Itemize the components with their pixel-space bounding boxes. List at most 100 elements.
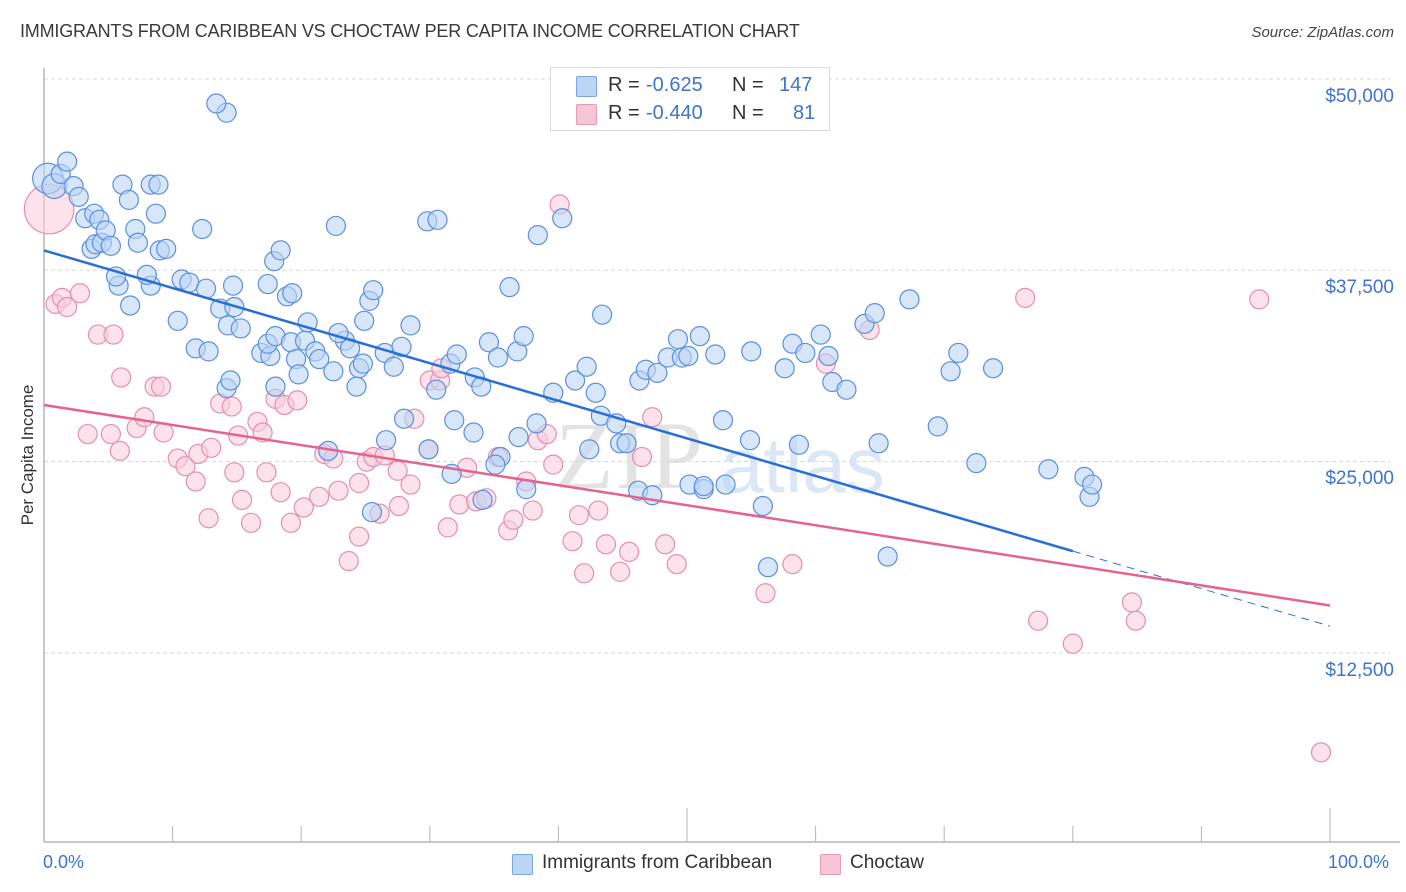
caribbean-point [220,370,241,391]
choctaw-point [293,497,314,518]
choctaw-point [1027,610,1049,631]
caribbean-point [156,238,177,259]
choctaw-point [522,500,543,521]
caribbean-point [427,209,448,230]
choctaw-point [1121,592,1143,613]
choctaw-point [103,324,124,345]
n-label: N = [732,74,764,96]
y-tick-label-12500: $12,500 [1325,660,1394,681]
caribbean-point [270,240,291,261]
choctaw-point [610,561,631,582]
choctaw-point [69,283,91,304]
choctaw-point [175,456,196,477]
caribbean-point [516,479,537,500]
caribbean-point [647,362,668,383]
choctaw-point [655,534,676,555]
choctaw-point [503,509,524,530]
caribbean-point [487,347,509,368]
caribbean-point [120,295,141,316]
caribbean-point [309,348,330,370]
caribbean-points [32,93,1103,578]
choctaw-point [77,423,98,445]
caribbean-trend-line [43,249,1074,553]
caribbean-point [940,361,961,382]
choctaw-point [631,446,653,468]
caribbean-point [118,189,139,211]
y-axis-label: Per Capita Income [18,384,37,526]
caribbean-point [552,208,573,229]
choctaw-point [1062,633,1083,654]
caribbean-point [927,416,948,437]
caribbean-point [715,474,736,495]
caribbean-point [795,342,816,364]
caribbean-point [325,215,347,237]
choctaw-point [1015,287,1036,308]
choctaw-point [287,390,308,411]
caribbean-point [678,345,699,367]
caribbean-point [230,318,251,339]
choctaw-point [240,512,262,533]
caribbean-point [145,203,166,224]
caribbean-point [774,358,795,379]
caribbean-point [526,413,547,434]
r-label: R = [608,74,640,96]
y-tick-label-37500: $37,500 [1325,277,1394,298]
choctaw-point [388,495,410,517]
caribbean-point [265,376,286,397]
axes [43,68,1400,843]
y-tick-label-25000: $25,000 [1325,468,1394,489]
caribbean-point [323,361,344,382]
choctaw-point [437,517,458,538]
choctaw-point [755,583,776,604]
caribbean-swatch [576,76,597,97]
choctaw-point [280,512,302,533]
caribbean-point [689,326,710,347]
r-label: R = [608,102,640,124]
choctaw-point [449,494,470,515]
choctaw-point [100,423,121,445]
choctaw-point [588,500,609,521]
caribbean-point [693,475,714,497]
choctaw-point [185,471,206,492]
choctaw-point [201,437,222,458]
caribbean-point [400,315,421,336]
caribbean-point [579,439,600,460]
n-label: N = [732,102,764,124]
caribbean-point [192,218,213,240]
x-tick-label-max: 100.0% [1328,852,1390,872]
caribbean-point [383,356,404,377]
caribbean-point [375,430,397,451]
choctaw-point [642,407,663,428]
caribbean-point [198,341,219,362]
choctaw-point [57,296,78,318]
caribbean-point [788,434,809,455]
choctaw-swatch [576,104,597,125]
choctaw-point [111,367,132,388]
choctaw-point [231,489,253,510]
caribbean-point [739,430,761,451]
caribbean-point [705,344,726,365]
caribbean-point [585,382,606,403]
caribbean-point [592,304,613,325]
caribbean-point [418,439,439,460]
x-tick-label-min: 0.0% [43,852,85,872]
choctaw-point [568,505,590,526]
caribbean-point [463,422,484,443]
caribbean-point [508,427,529,448]
caribbean-point [982,358,1004,379]
caribbean-point [206,93,227,114]
choctaw-point [619,541,640,562]
caribbean-point [868,433,889,454]
r-value: -0.625 [646,74,703,96]
choctaw-point [134,407,155,428]
caribbean-point [68,186,89,207]
caribbean-point [288,364,309,385]
legend-label: Choctaw [850,852,924,873]
caribbean-point [877,546,898,567]
caribbean-point [741,341,762,362]
caribbean-point [393,408,415,429]
n-value: 81 [793,102,816,124]
stats-legend-row-choctaw: R = -0.440 N = 81 [551,102,829,126]
caribbean-point [752,495,773,517]
